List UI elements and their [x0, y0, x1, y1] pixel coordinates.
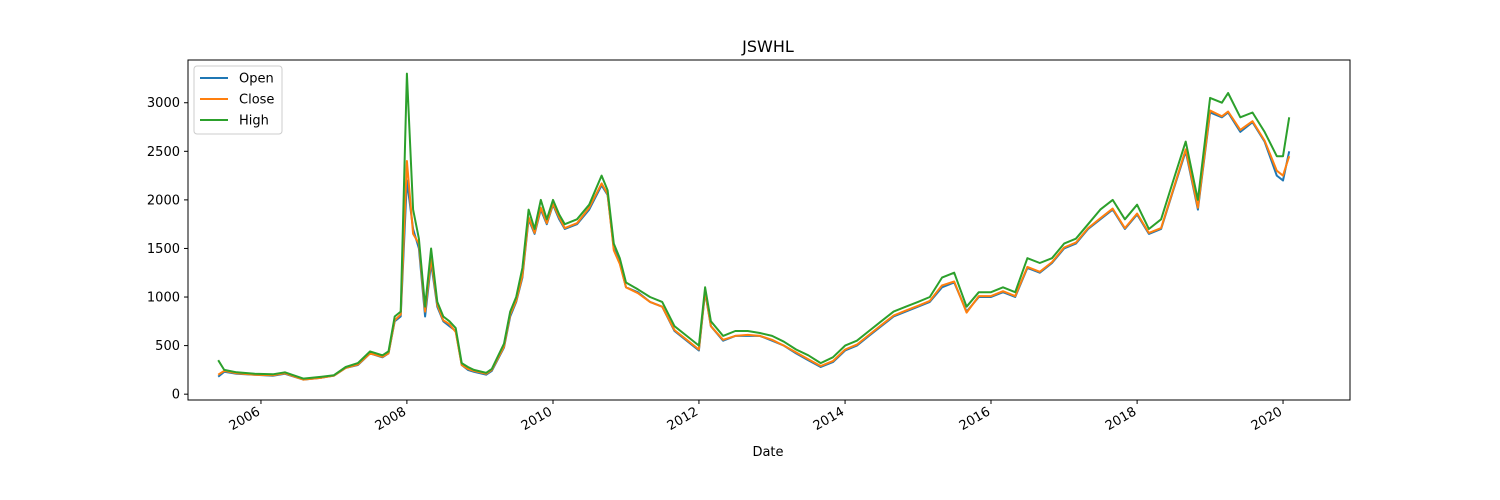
y-tick-label: 2000 — [147, 193, 180, 208]
legend-label-high: High — [239, 114, 269, 129]
y-tick-label: 0 — [172, 388, 180, 403]
legend-box — [193, 65, 283, 135]
y-tick-label: 500 — [155, 339, 180, 354]
x-tick-label: 2018 — [1103, 404, 1139, 434]
y-tick-label: 1500 — [147, 242, 180, 257]
y-tick-label: 2500 — [147, 145, 180, 160]
x-tick-label: 2016 — [957, 404, 993, 434]
axes: 0 500 1000 1500 2000 2500 3000 2006 2008 2010 2012… — [147, 59, 1351, 434]
x-tick-label: 2014 — [811, 404, 847, 434]
x-axis-label: Date — [752, 445, 783, 460]
plot-area — [217, 72, 1291, 381]
x-tick-label: 2008 — [373, 404, 409, 434]
axes-frame — [187, 59, 1351, 401]
series-line-close — [217, 109, 1291, 381]
x-tick-label: 2020 — [1249, 404, 1285, 434]
chart-title: JSWHL — [741, 37, 794, 56]
x-tick-label: 2012 — [665, 404, 701, 434]
series-line-high — [217, 72, 1291, 380]
legend-label-close: Close — [239, 93, 274, 108]
legend: Open Close High — [193, 65, 283, 135]
y-tick-label: 3000 — [147, 96, 180, 111]
series-line-open — [217, 111, 1291, 381]
legend-label-open: Open — [239, 72, 274, 87]
y-tick-label: 1000 — [147, 291, 180, 306]
x-tick-label: 2010 — [519, 404, 555, 434]
x-tick-label: 2006 — [227, 404, 263, 434]
